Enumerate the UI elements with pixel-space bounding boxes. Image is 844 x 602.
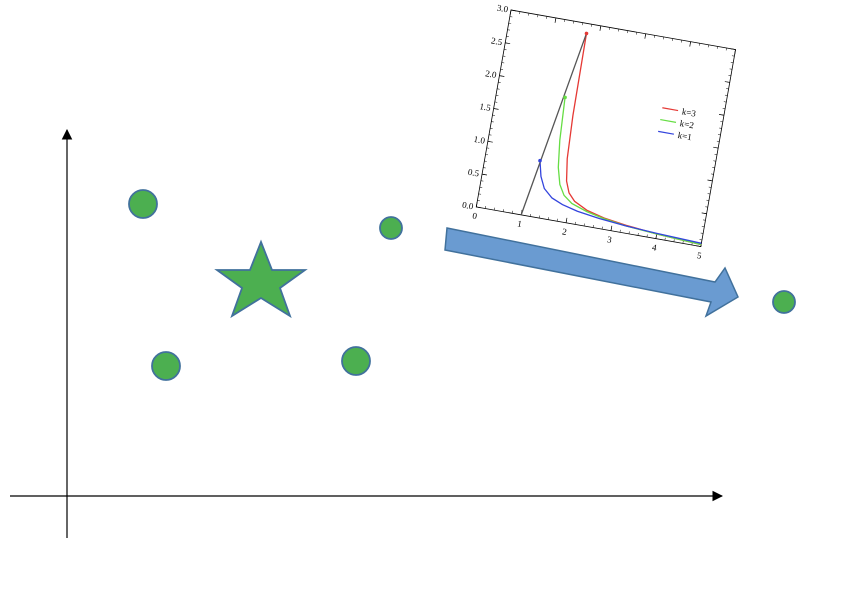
series-line-k=1	[539, 160, 702, 244]
plot-frame	[475, 9, 736, 248]
legend-swatch	[658, 130, 675, 135]
x-tick-label: 0	[472, 211, 479, 222]
x-tick-label: 3	[606, 234, 613, 245]
y-tick-label: 2.5	[490, 35, 503, 47]
data-point	[341, 346, 371, 376]
series-marker	[563, 95, 567, 100]
y-tick-label: 1.5	[479, 101, 492, 113]
x-tick-label: 1	[517, 218, 523, 229]
x-tick-label: 5	[696, 250, 703, 261]
legend-swatch	[662, 107, 679, 112]
transform-arrow	[444, 227, 739, 318]
data-point	[128, 189, 158, 219]
y-tick-label: 1.0	[473, 134, 486, 146]
legend-label: k=1	[677, 130, 693, 142]
x-tick-label: 4	[651, 242, 658, 253]
series-marker	[584, 31, 589, 36]
star-shape	[214, 239, 308, 319]
y-tick-label: 0.5	[467, 167, 480, 179]
y-tick-label: 2.0	[485, 68, 498, 80]
y-tick-label: 3.0	[496, 3, 509, 15]
legend-label: k=3	[681, 106, 697, 118]
data-point	[151, 351, 181, 381]
output-point	[772, 290, 796, 314]
data-point	[379, 216, 403, 240]
inset-chart: 0 1 2 3 4 5 0.0 0.5 1.0 1.5 2.0 2.5 3.0 k=3k=2k=1	[461, 3, 736, 261]
series-marker	[538, 158, 542, 163]
legend-label: k=2	[679, 118, 695, 130]
y-tick-label: 0.0	[461, 200, 474, 212]
reference-line	[520, 33, 588, 216]
legend-swatch	[660, 118, 677, 123]
x-tick-label: 2	[561, 226, 567, 237]
